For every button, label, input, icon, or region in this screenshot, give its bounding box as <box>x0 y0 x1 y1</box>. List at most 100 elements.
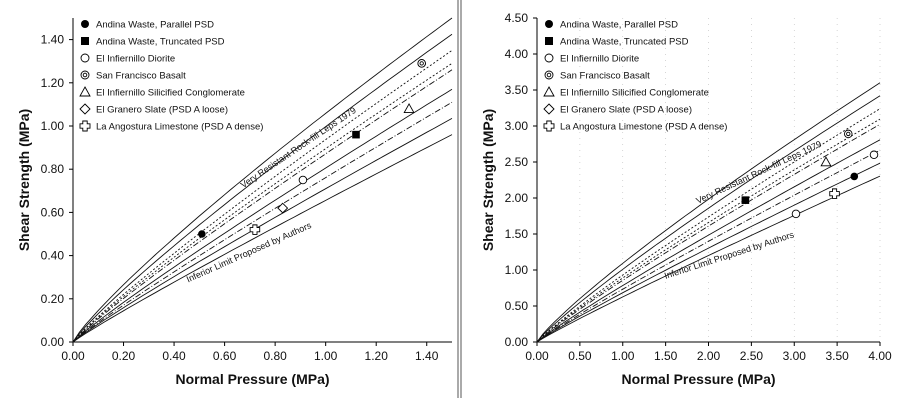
legend-label: Andina Waste, Truncated PSD <box>96 37 225 48</box>
data-point <box>417 59 426 68</box>
legend-label: Andina Waste, Parallel PSD <box>96 20 214 31</box>
x-tick-label: 3.00 <box>783 349 807 363</box>
legend-label: San Francisco Basalt <box>96 71 186 82</box>
envelope-curve <box>72 33 453 343</box>
envelope-curve <box>536 118 881 343</box>
legend-item: La Angostura Limestone (PSD A dense) <box>79 120 263 133</box>
x-tick-label: 2.50 <box>740 349 764 363</box>
y-tick-label: 0.20 <box>41 292 65 306</box>
data-point <box>79 86 91 97</box>
data-point <box>791 209 801 219</box>
legend-item: San Francisco Basalt <box>544 70 650 82</box>
data-point <box>81 37 89 45</box>
legend-label: Andina Waste, Parallel PSD <box>560 20 678 31</box>
envelope-curve <box>536 139 881 343</box>
y-tick-label: 1.40 <box>41 33 65 47</box>
y-tick-label: 1.00 <box>41 119 65 133</box>
data-point <box>741 196 750 204</box>
envelope-curve <box>536 95 881 343</box>
y-tick-label: 0.00 <box>505 335 529 349</box>
legend-item: El Infiernillo Diorite <box>80 53 175 65</box>
y-tick-label: 0.80 <box>41 162 65 176</box>
x-tick-label: 0.00 <box>61 349 85 363</box>
x-tick-label: 0.40 <box>162 349 186 363</box>
data-point <box>79 120 91 132</box>
x-tick-label: 1.50 <box>654 349 678 363</box>
data-point <box>249 224 261 235</box>
envelope-curve <box>72 134 453 343</box>
envelope-curve <box>72 50 453 343</box>
y-tick-label: 0.50 <box>505 299 529 313</box>
legend-label: San Francisco Basalt <box>560 71 650 82</box>
legend-item: El Infiernillo Diorite <box>544 53 639 65</box>
x-axis-title: Normal Pressure (MPa) <box>621 371 775 387</box>
upper-bound-label: Very Resistant Rock-fill Leps 1979 <box>239 105 358 190</box>
data-point <box>545 37 553 45</box>
data-point <box>544 70 554 80</box>
x-tick-label: 2.00 <box>697 349 721 363</box>
envelope-curve <box>72 69 453 343</box>
envelope-curve <box>72 101 453 343</box>
y-tick-label: 0.00 <box>41 335 65 349</box>
legend-label: El Granero Slate (PSD A loose) <box>560 105 692 116</box>
legend-label: Andina Waste, Truncated PSD <box>560 37 689 48</box>
legend-item: El Infiernillo Silicified Conglomerate <box>79 86 245 99</box>
legend-item: El Granero Slate (PSD A loose) <box>543 103 692 116</box>
data-point <box>80 70 90 80</box>
data-point <box>543 103 555 115</box>
data-point <box>198 230 206 238</box>
data-point <box>544 53 554 63</box>
envelope-curve <box>536 175 881 343</box>
envelope-curve <box>72 118 453 343</box>
data-point <box>352 130 360 139</box>
x-tick-label: 3.50 <box>825 349 849 363</box>
y-axis-title: Shear Strength (MPa) <box>16 109 32 251</box>
y-tick-label: 2.50 <box>505 155 529 169</box>
legend-label: La Angostura Limestone (PSD A dense) <box>560 122 727 133</box>
data-point <box>545 20 553 28</box>
data-point <box>850 172 859 181</box>
envelope-curve <box>536 82 881 343</box>
y-tick-label: 1.00 <box>505 263 529 277</box>
legend-item: Andina Waste, Parallel PSD <box>545 20 678 31</box>
y-tick-label: 3.00 <box>505 119 529 133</box>
legend-label: La Angostura Limestone (PSD A dense) <box>96 122 263 133</box>
x-tick-label: 4.00 <box>868 349 892 363</box>
x-tick-label: 1.00 <box>611 349 635 363</box>
legend-item: El Granero Slate (PSD A loose) <box>79 103 228 116</box>
y-tick-label: 3.50 <box>505 83 529 97</box>
x-tick-label: 0.80 <box>263 349 287 363</box>
x-tick-label: 1.20 <box>365 349 389 363</box>
x-tick-label: 0.50 <box>568 349 592 363</box>
y-tick-label: 1.20 <box>41 76 65 90</box>
legend-item: La Angostura Limestone (PSD A dense) <box>543 120 727 133</box>
envelope-curve <box>536 108 881 343</box>
y-tick-label: 4.50 <box>505 11 529 25</box>
legend-item: Andina Waste, Parallel PSD <box>81 20 214 31</box>
envelope-curve <box>72 17 453 343</box>
data-point <box>829 188 840 199</box>
legend-label: El Infiernillo Diorite <box>96 54 175 65</box>
x-tick-label: 1.00 <box>314 349 338 363</box>
y-tick-label: 1.50 <box>505 227 529 241</box>
legend-item: Andina Waste, Truncated PSD <box>81 37 225 48</box>
envelope-curve <box>536 123 881 343</box>
legend-label: El Infiernillo Diorite <box>560 54 639 65</box>
x-axis-title: Normal Pressure (MPa) <box>175 371 329 387</box>
envelope-curve <box>72 88 453 343</box>
data-point <box>869 150 879 160</box>
legend-item: Andina Waste, Truncated PSD <box>545 37 689 48</box>
y-tick-label: 0.60 <box>41 205 65 219</box>
data-point <box>543 86 555 97</box>
legend-label: El Infiernillo Silicified Conglomerate <box>96 88 245 99</box>
data-point <box>403 102 415 113</box>
data-point <box>298 175 308 185</box>
x-tick-label: 0.00 <box>525 349 549 363</box>
data-point <box>277 202 289 214</box>
envelope-curve <box>536 149 881 343</box>
data-point <box>80 53 90 63</box>
legend-item: El Infiernillo Silicified Conglomerate <box>543 86 709 99</box>
chart-right: 0.00 0.50 1.00 1.50 2.00 2.50 3.00 3.50 4.00 0.00… <box>480 11 892 387</box>
data-point <box>844 129 853 139</box>
